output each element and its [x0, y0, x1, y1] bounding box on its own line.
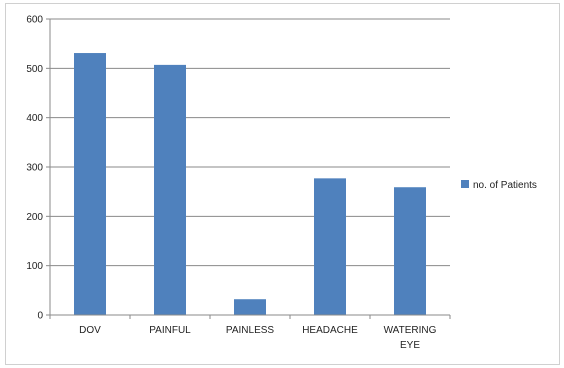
bar	[394, 187, 426, 315]
x-tick-label: EYE	[400, 340, 420, 351]
y-tick-label: 600	[26, 15, 43, 26]
bar	[314, 178, 346, 315]
bar	[74, 53, 106, 315]
gridlines	[50, 18, 450, 267]
y-axis-ticks: 0 100 200 300 400 500 600	[26, 15, 50, 322]
legend-label: no. of Patients	[473, 180, 537, 191]
bar	[154, 64, 186, 315]
y-tick-label: 100	[26, 261, 43, 272]
y-tick-label: 300	[26, 163, 43, 174]
x-tick-label: DOV	[79, 325, 101, 336]
x-tick-label: WATERING	[384, 325, 437, 336]
y-tick-label: 400	[26, 113, 43, 124]
bars	[74, 53, 426, 315]
legend: no. of Patients	[461, 180, 537, 191]
y-tick-label: 500	[26, 64, 43, 75]
x-axis-ticks: DOV PAINFUL PAINLESS HEADACHE WATERING EYE	[49, 315, 451, 351]
x-tick-label: PAINLESS	[226, 325, 274, 336]
axes	[49, 19, 450, 316]
legend-swatch	[461, 180, 469, 188]
x-tick-label: HEADACHE	[302, 325, 358, 336]
x-tick-label: PAINFUL	[149, 325, 191, 336]
bar	[234, 299, 266, 315]
y-tick-label: 200	[26, 212, 43, 223]
y-tick-label: 0	[37, 311, 43, 322]
